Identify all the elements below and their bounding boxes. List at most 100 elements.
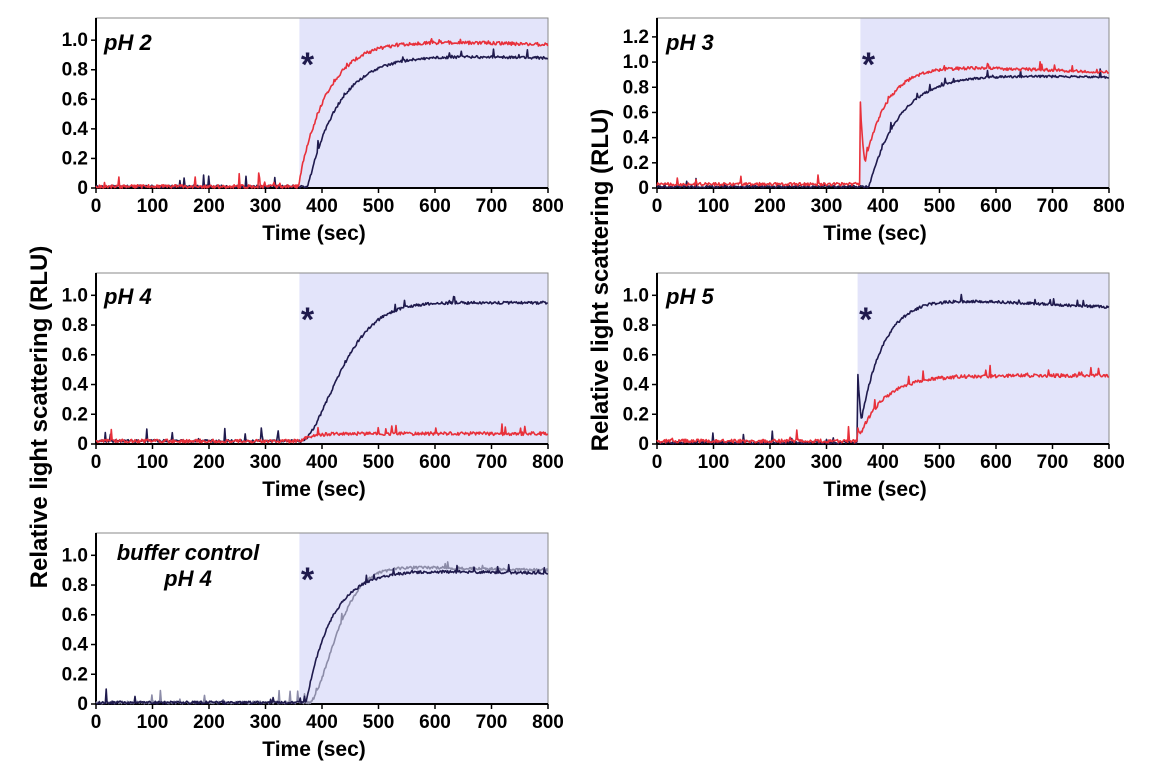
x-tick-label: 600 <box>419 452 451 473</box>
shaded-region <box>299 18 548 188</box>
x-tick-label: 0 <box>91 196 102 217</box>
y-tick-label: 1.0 <box>62 285 88 306</box>
y-tick-label: 0.2 <box>623 404 649 425</box>
y-tick-label: 1.2 <box>623 27 649 48</box>
injection-asterisk: * <box>301 561 315 599</box>
y-tick-label: 0.8 <box>623 315 649 336</box>
x-tick-label: 0 <box>91 452 102 473</box>
x-tick-label: 800 <box>532 196 564 217</box>
shaded-region <box>299 273 548 444</box>
panel-title: pH 2 <box>103 30 152 55</box>
x-tick-label: 100 <box>698 452 730 473</box>
injection-asterisk: * <box>301 46 315 84</box>
x-tick-label: 400 <box>867 196 899 217</box>
x-tick-label: 500 <box>363 196 395 217</box>
x-tick-label: 700 <box>1037 452 1069 473</box>
x-tick-label: 600 <box>419 712 451 733</box>
x-tick-label: 300 <box>811 196 843 217</box>
x-tick-label: 100 <box>698 196 730 217</box>
y-tick-label: 0 <box>77 694 88 715</box>
x-tick-label: 400 <box>306 452 338 473</box>
x-tick-label: 800 <box>1093 452 1125 473</box>
y-tick-label: 0 <box>638 178 649 199</box>
x-tick-label: 400 <box>867 452 899 473</box>
y-tick-label: 0 <box>638 434 649 455</box>
x-axis-label: Time (sec) <box>262 738 366 761</box>
shaded-region <box>299 533 548 704</box>
x-tick-label: 500 <box>363 452 395 473</box>
x-tick-label: 200 <box>193 452 225 473</box>
x-tick-label: 800 <box>1093 196 1125 217</box>
x-tick-label: 0 <box>91 712 102 733</box>
series-line-red <box>656 61 1110 187</box>
x-tick-label: 0 <box>652 196 663 217</box>
y-tick-label: 0.8 <box>62 60 88 81</box>
chart-ph3: 0 0.2 0.4 0.6 0.8 1.0 1.2 0 100 200 300 400 500 600 70… <box>623 17 1125 245</box>
y-tick-label: 0.2 <box>623 153 649 174</box>
y-tick-label: 0.4 <box>623 128 650 149</box>
panel-title: pH 4 <box>163 566 212 591</box>
x-axis-label: Time (sec) <box>823 478 927 501</box>
shared-ylabel-left: Relative light scattering (RLU) <box>26 246 53 589</box>
x-tick-label: 200 <box>193 196 225 217</box>
x-tick-label: 300 <box>250 452 282 473</box>
x-tick-label: 300 <box>250 712 282 733</box>
y-tick-label: 0.6 <box>62 605 88 626</box>
x-tick-label: 200 <box>754 452 786 473</box>
x-tick-label: 700 <box>476 452 508 473</box>
x-tick-label: 500 <box>363 712 395 733</box>
x-tick-label: 800 <box>532 452 564 473</box>
y-tick-label: 0.6 <box>623 345 649 366</box>
y-tick-label: 0.4 <box>62 119 89 140</box>
x-tick-label: 100 <box>137 712 169 733</box>
y-tick-label: 0.2 <box>62 404 88 425</box>
y-tick-label: 0.8 <box>623 77 649 98</box>
y-tick-label: 0.4 <box>623 375 650 396</box>
y-tick-label: 0.8 <box>62 575 88 596</box>
series-line-red <box>656 364 1110 444</box>
chart-ph5: 0 0.2 0.4 0.6 0.8 1.0 0 100 200 300 400 500 600 700 80… <box>623 272 1125 501</box>
panel-title: pH 5 <box>665 284 714 309</box>
chart-ph2: 0 0.2 0.4 0.6 0.8 1.0 0 100 200 300 400 500 600 700 80… <box>62 17 564 245</box>
panel-title: pH 3 <box>665 30 714 55</box>
panel-title: buffer control <box>117 540 260 565</box>
x-tick-label: 600 <box>419 196 451 217</box>
x-tick-label: 500 <box>924 196 956 217</box>
series-line-navy <box>95 563 549 705</box>
y-tick-label: 0 <box>77 178 88 199</box>
y-tick-label: 1.0 <box>623 52 649 73</box>
y-tick-label: 0 <box>77 434 88 455</box>
x-tick-label: 600 <box>980 452 1012 473</box>
x-axis-label: Time (sec) <box>262 222 366 245</box>
x-axis-label: Time (sec) <box>262 478 366 501</box>
y-tick-label: 0.6 <box>62 345 88 366</box>
x-tick-label: 0 <box>652 452 663 473</box>
x-tick-label: 700 <box>476 712 508 733</box>
x-tick-label: 300 <box>250 196 282 217</box>
x-tick-label: 700 <box>1037 196 1069 217</box>
shared-ylabel-right: Relative light scattering (RLU) <box>587 109 614 452</box>
x-tick-label: 800 <box>532 712 564 733</box>
y-tick-label: 0.8 <box>62 315 88 336</box>
x-tick-label: 100 <box>137 452 169 473</box>
y-tick-label: 0.2 <box>62 664 88 685</box>
x-tick-label: 600 <box>980 196 1012 217</box>
y-tick-label: 0.4 <box>62 375 89 396</box>
chart-ph4: 0 0.2 0.4 0.6 0.8 1.0 0 100 200 300 400 500 600 700 80… <box>62 272 564 501</box>
y-tick-label: 0.6 <box>623 102 649 123</box>
x-tick-label: 500 <box>924 452 956 473</box>
y-tick-label: 0.6 <box>62 89 88 110</box>
x-tick-label: 200 <box>193 712 225 733</box>
injection-asterisk: * <box>862 46 876 84</box>
shaded-region <box>857 273 1109 444</box>
y-tick-label: 1.0 <box>62 545 88 566</box>
y-tick-label: 1.0 <box>623 285 649 306</box>
x-tick-label: 200 <box>754 196 786 217</box>
y-tick-label: 0.4 <box>62 635 89 656</box>
x-tick-label: 100 <box>137 196 169 217</box>
chart-buffer: 0 0.2 0.4 0.6 0.8 1.0 0 100 200 300 400 500 600 700 80… <box>62 532 564 761</box>
x-tick-label: 400 <box>306 712 338 733</box>
injection-asterisk: * <box>301 301 315 339</box>
panel-title: pH 4 <box>103 284 152 309</box>
